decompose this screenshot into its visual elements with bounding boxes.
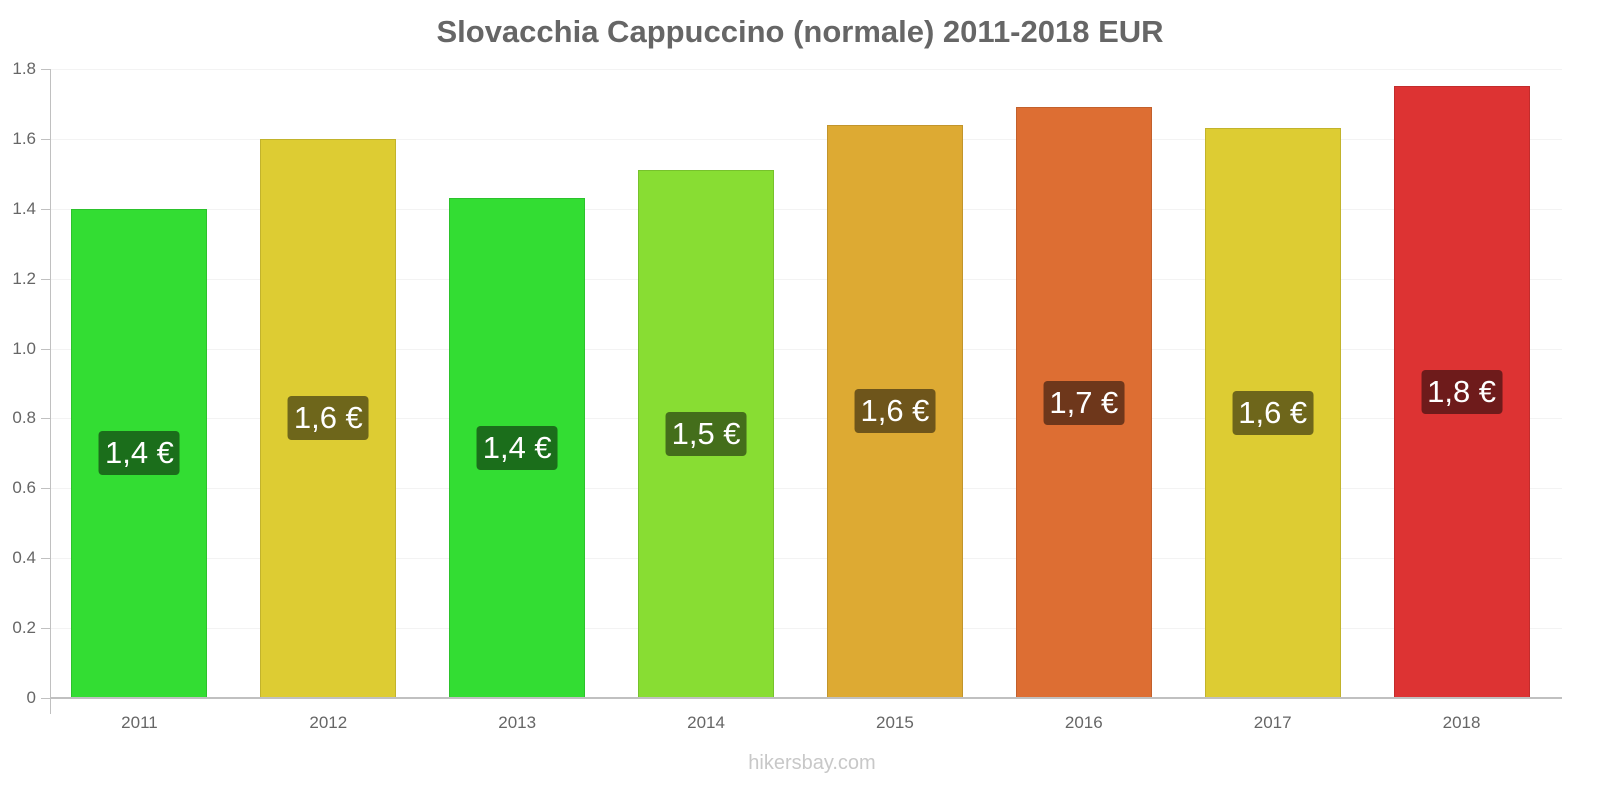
y-tick-mark — [41, 69, 50, 70]
y-tick-label: 1.4 — [12, 199, 36, 218]
gridline — [51, 349, 1562, 350]
y-tick-mark — [41, 558, 50, 559]
y-tick-mark — [41, 628, 50, 629]
x-tick-label: 2013 — [498, 713, 537, 732]
chart-title: Slovacchia Cappuccino (normale) 2011-201… — [436, 14, 1164, 49]
y-tick-mark — [41, 488, 50, 489]
y-tick-label: 0.8 — [12, 408, 36, 427]
gridline — [51, 209, 1562, 210]
data-label: 1,7 € — [1043, 380, 1125, 425]
gridline — [51, 139, 1562, 140]
y-tick-label: 0.6 — [12, 478, 36, 497]
x-tick-label: 2017 — [1253, 713, 1292, 732]
y-tick-label: 1.8 — [12, 59, 36, 78]
y-tick-mark — [41, 209, 50, 210]
data-label: 1,8 € — [1421, 370, 1503, 415]
gridline — [51, 488, 1562, 489]
gridline — [51, 628, 1562, 629]
y-tick-mark — [41, 418, 50, 419]
data-label: 1,4 € — [98, 431, 180, 476]
y-tick-label: 0.2 — [12, 618, 36, 637]
data-label: 1,6 € — [1232, 391, 1314, 436]
x-tick-label: 2016 — [1064, 713, 1103, 732]
y-tick-label: 1.6 — [12, 129, 36, 148]
data-label: 1,6 € — [287, 396, 369, 441]
y-tick-mark — [41, 698, 50, 699]
data-label: 1,4 € — [476, 426, 558, 471]
y-tick-label: 0.4 — [12, 548, 36, 567]
x-tick-label: 2015 — [876, 713, 914, 732]
x-axis-line — [50, 697, 1562, 699]
x-tick-label: 2018 — [1442, 713, 1481, 732]
watermark: hikersbay.com — [748, 752, 876, 774]
x-tick-label: 2014 — [687, 713, 725, 732]
data-label: 1,5 € — [665, 412, 747, 457]
y-tick-mark — [41, 139, 50, 140]
data-label: 1,6 € — [854, 389, 936, 434]
gridline — [51, 69, 1562, 70]
x-tick-label: 2012 — [309, 713, 348, 732]
gridline — [51, 279, 1562, 280]
y-tick-mark — [41, 349, 50, 350]
gridline — [51, 558, 1562, 559]
y-axis-line — [50, 69, 51, 714]
y-tick-label: 1.0 — [12, 339, 36, 358]
y-tick-label: 1.2 — [12, 269, 36, 288]
y-tick-label: 0 — [26, 688, 36, 707]
gridline — [51, 418, 1562, 419]
y-tick-mark — [41, 279, 50, 280]
x-tick-label: 2011 — [121, 713, 158, 732]
